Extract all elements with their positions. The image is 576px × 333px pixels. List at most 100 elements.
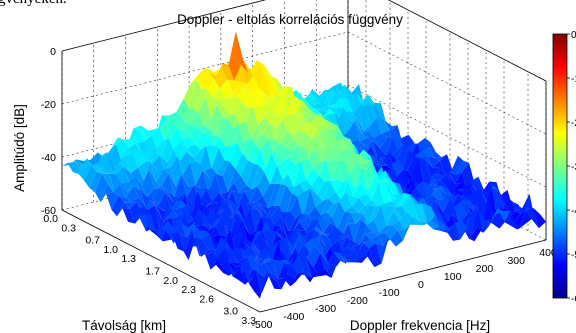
surface-patch bbox=[368, 242, 382, 268]
surface-patch bbox=[255, 196, 269, 209]
surface-patch bbox=[168, 173, 182, 197]
surface-patch bbox=[280, 131, 293, 148]
surface-patch bbox=[332, 201, 345, 229]
surface-patch bbox=[263, 271, 276, 281]
surface-patch bbox=[513, 210, 527, 229]
surface-patch bbox=[432, 161, 446, 177]
surface-patch bbox=[302, 188, 316, 217]
surface-patch bbox=[100, 183, 114, 203]
surface-patch bbox=[280, 174, 294, 187]
surface-patch bbox=[477, 210, 491, 233]
surface-patch bbox=[229, 95, 242, 115]
surface-patch bbox=[470, 200, 483, 213]
surface-patch bbox=[352, 234, 366, 256]
surface-patch bbox=[306, 168, 319, 186]
surface-patch bbox=[520, 207, 534, 214]
surface-patch bbox=[242, 138, 256, 161]
surface-patch bbox=[257, 172, 270, 197]
surface-patch bbox=[270, 208, 284, 228]
back-edge bbox=[61, 0, 267, 52]
surface-patch bbox=[326, 251, 339, 278]
doppler-tick-label: 100 bbox=[444, 271, 462, 283]
surface-patch bbox=[239, 185, 252, 193]
surface-patch bbox=[203, 218, 217, 230]
surface-patch bbox=[216, 264, 229, 276]
surface-patch bbox=[84, 165, 97, 188]
surface-patch bbox=[303, 114, 317, 125]
surface-patch bbox=[362, 169, 375, 190]
surface-patch bbox=[176, 127, 190, 139]
surface-patch bbox=[110, 137, 123, 150]
surface-patch bbox=[349, 116, 362, 135]
surface-patch bbox=[198, 97, 212, 127]
surface-patch bbox=[311, 175, 325, 195]
surface-patch bbox=[329, 141, 342, 159]
surface-patch bbox=[318, 236, 331, 258]
surface-patch bbox=[466, 192, 479, 214]
grid-line bbox=[61, 31, 349, 105]
surface-patch bbox=[304, 239, 317, 254]
surface-patch bbox=[455, 200, 469, 209]
surface-patch bbox=[354, 256, 368, 263]
surface-patch bbox=[200, 88, 213, 111]
surface-patch bbox=[193, 145, 207, 167]
surface-patch bbox=[230, 86, 244, 99]
surface-patch bbox=[241, 203, 254, 222]
surface-patch bbox=[214, 117, 228, 138]
surface-patch bbox=[381, 206, 394, 226]
surface-patch bbox=[262, 123, 275, 140]
surface-patch bbox=[146, 153, 160, 164]
surface-patch bbox=[365, 232, 378, 240]
surface-patch bbox=[183, 80, 197, 109]
surface-patch bbox=[223, 95, 237, 114]
surface-patch bbox=[296, 146, 310, 165]
surface-patch bbox=[393, 210, 407, 221]
surface-patch bbox=[117, 202, 130, 217]
surface-patch bbox=[304, 185, 318, 195]
surface-patch bbox=[269, 165, 283, 185]
surface-patch bbox=[198, 208, 212, 228]
surface-patch bbox=[364, 200, 378, 206]
surface-patch bbox=[272, 226, 286, 242]
surface-patch bbox=[119, 148, 133, 169]
surface-patch bbox=[288, 161, 301, 187]
surface-patch bbox=[154, 186, 168, 191]
surface-patch bbox=[198, 145, 212, 171]
surface-patch bbox=[368, 206, 381, 226]
surface-patch bbox=[323, 90, 336, 106]
surface-patch bbox=[324, 217, 338, 229]
surface-patch bbox=[159, 156, 172, 173]
surface-patch bbox=[333, 251, 346, 264]
surface-patch bbox=[346, 236, 360, 246]
surface-patch bbox=[264, 206, 278, 223]
surface-patch bbox=[366, 220, 380, 233]
surface-patch bbox=[276, 89, 289, 103]
surface-patch bbox=[174, 201, 188, 212]
surface-patch bbox=[354, 219, 367, 245]
surface-patch bbox=[213, 138, 226, 148]
surface-patch bbox=[73, 161, 86, 174]
surface-patch bbox=[270, 271, 284, 281]
surface-patch bbox=[390, 125, 403, 145]
distance-tick-label: 0.7 bbox=[85, 235, 100, 247]
surface-patch bbox=[368, 118, 382, 138]
surface-patch bbox=[221, 198, 235, 215]
surface-patch bbox=[404, 216, 418, 230]
surface-patch bbox=[189, 127, 203, 145]
surface-patch bbox=[419, 220, 432, 225]
surface-patch bbox=[226, 182, 240, 203]
surface-patch bbox=[156, 206, 170, 220]
z-tick-label: -20 bbox=[41, 99, 56, 111]
surface-patch bbox=[390, 230, 403, 247]
surface-patch bbox=[143, 162, 157, 182]
surface-patch bbox=[273, 143, 286, 157]
surface-patch bbox=[366, 183, 379, 201]
colorbar-gradient bbox=[552, 33, 568, 299]
surface-patch bbox=[278, 147, 292, 161]
surface-patch bbox=[268, 95, 282, 112]
surface-patch bbox=[213, 237, 227, 265]
surface-patch bbox=[321, 229, 335, 236]
surface-patch bbox=[426, 189, 440, 200]
surface-patch bbox=[221, 65, 235, 81]
surface-patch bbox=[152, 156, 165, 173]
